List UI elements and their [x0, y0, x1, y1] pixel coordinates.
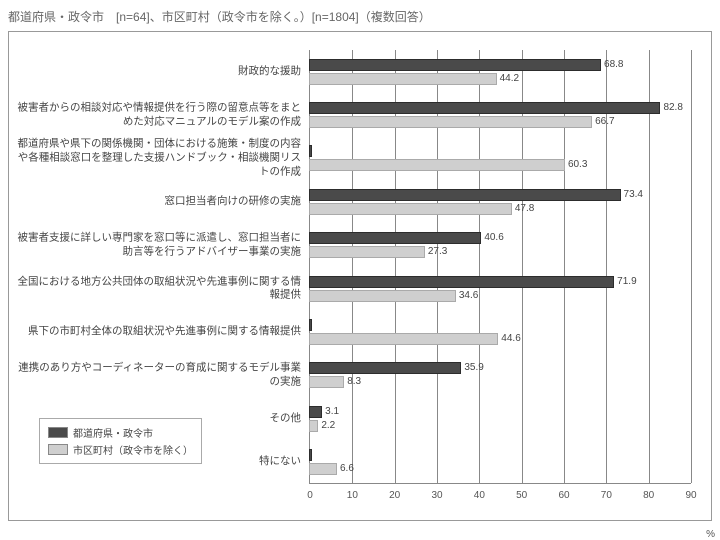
- chart-container: 0 10 20 30 40 50 60 70 80 90 財政的な援助 68.8 44.2 被害者からの…: [8, 31, 712, 521]
- legend-swatch-series2: [48, 444, 68, 455]
- chart-row: 県下の市町村全体の取組状況や先進事例に関する情報提供 44.6: [9, 310, 691, 353]
- bar-series2: [309, 463, 337, 475]
- bar-series2: [309, 159, 565, 171]
- category-label: 都道府県や県下の関係機関・団体における施策・制度の内容や各種相談窓口を整理した支…: [9, 138, 301, 179]
- bar-series1: [309, 145, 312, 157]
- bar-series2: [309, 333, 498, 345]
- percent-axis-label: %: [706, 529, 715, 540]
- page-title: 都道府県・政令市 [n=64]、市区町村（政令市を除く。）[n=1804]（複数…: [8, 8, 712, 25]
- bar-series1: [309, 362, 461, 374]
- legend-item-series1: 都道府県・政令市: [48, 425, 193, 440]
- value-label-series2: 6.6: [340, 463, 354, 474]
- bar-series2: [309, 203, 512, 215]
- value-label-series1: 40.6: [484, 232, 503, 243]
- chart-row: 財政的な援助 68.8 44.2: [9, 50, 691, 93]
- value-label-series2: 60.3: [568, 159, 587, 170]
- category-label: 連携のあり方やコーディネーターの育成に関するモデル事業の実施: [9, 362, 301, 389]
- x-tick-label: 70: [601, 490, 612, 501]
- value-label-series2: 47.8: [515, 203, 534, 214]
- bar-series2: [309, 116, 592, 128]
- bar-series1: [309, 406, 322, 418]
- value-label-series2: 44.6: [501, 333, 520, 344]
- bar-series2: [309, 73, 497, 85]
- category-label: 窓口担当者向けの研修の実施: [9, 195, 301, 209]
- legend-swatch-series1: [48, 427, 68, 438]
- x-tick-label: 30: [431, 490, 442, 501]
- bar-series2: [309, 246, 425, 258]
- value-label-series2: 8.3: [347, 376, 361, 387]
- legend-label-series1: 都道府県・政令市: [73, 425, 153, 440]
- category-label: 県下の市町村全体の取組状況や先進事例に関する情報提供: [9, 325, 301, 339]
- value-label-series2: 27.3: [428, 246, 447, 257]
- bar-series1: [309, 102, 660, 114]
- chart-row: 窓口担当者向けの研修の実施 73.4 47.8: [9, 180, 691, 223]
- value-label-series2: 34.6: [459, 290, 478, 301]
- grid-line: [691, 50, 692, 483]
- chart-row: 被害者支援に詳しい専門家を窓口等に派遣し、窓口担当者に助言等を行うアドバイザー事…: [9, 224, 691, 267]
- bar-series2: [309, 290, 456, 302]
- legend-label-series2: 市区町村（政令市を除く）: [73, 442, 193, 457]
- category-label: 財政的な援助: [9, 65, 301, 79]
- bar-series1: [309, 449, 312, 461]
- x-tick-label: 10: [347, 490, 358, 501]
- legend: 都道府県・政令市 市区町村（政令市を除く）: [39, 418, 202, 464]
- category-label: 被害者支援に詳しい専門家を窓口等に派遣し、窓口担当者に助言等を行うアドバイザー事…: [9, 232, 301, 259]
- value-label-series1: 73.4: [624, 189, 643, 200]
- chart-row: 都道府県や県下の関係機関・団体における施策・制度の内容や各種相談窓口を整理した支…: [9, 137, 691, 180]
- x-tick-label: 0: [307, 490, 313, 501]
- x-tick-label: 20: [389, 490, 400, 501]
- value-label-series2: 44.2: [500, 73, 519, 84]
- bar-series2: [309, 376, 344, 388]
- bar-series1: [309, 232, 481, 244]
- value-label-series1: 68.8: [604, 59, 623, 70]
- x-tick-label: 40: [474, 490, 485, 501]
- chart-row: 全国における地方公共団体の取組状況や先進事例に関する情報提供 71.9 34.6: [9, 267, 691, 310]
- value-label-series1: 71.9: [617, 276, 636, 287]
- legend-item-series2: 市区町村（政令市を除く）: [48, 442, 193, 457]
- bar-series1: [309, 59, 601, 71]
- category-label: 被害者からの相談対応や情報提供を行う際の留意点等をまとめた対応マニュアルのモデル…: [9, 101, 301, 128]
- bar-series1: [309, 189, 621, 201]
- x-tick-label: 80: [643, 490, 654, 501]
- chart-row: 被害者からの相談対応や情報提供を行う際の留意点等をまとめた対応マニュアルのモデル…: [9, 93, 691, 136]
- value-label-series1: 35.9: [464, 362, 483, 373]
- value-label-series1: 82.8: [663, 102, 682, 113]
- bar-series2: [309, 420, 318, 432]
- x-tick-label: 90: [685, 490, 696, 501]
- category-label: 全国における地方公共団体の取組状況や先進事例に関する情報提供: [9, 275, 301, 302]
- bar-series1: [309, 319, 312, 331]
- x-tick-label: 50: [516, 490, 527, 501]
- value-label-series1: 3.1: [325, 406, 339, 417]
- bar-series1: [309, 276, 614, 288]
- value-label-series2: 66.7: [595, 116, 614, 127]
- chart-row: 連携のあり方やコーディネーターの育成に関するモデル事業の実施 35.9 8.3: [9, 354, 691, 397]
- x-tick-label: 60: [558, 490, 569, 501]
- value-label-series2: 2.2: [321, 420, 335, 431]
